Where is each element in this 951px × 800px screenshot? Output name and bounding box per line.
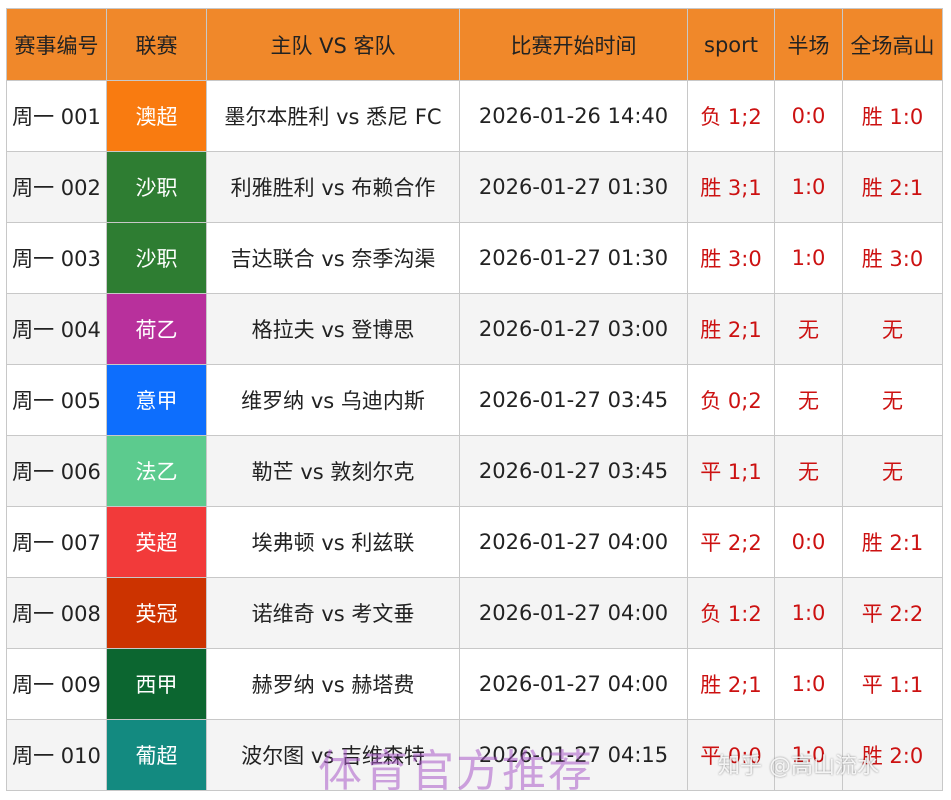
teams: 吉达联合 vs 奈季沟渠 [206, 222, 460, 294]
sport-pick: 胜 2;1 [687, 293, 775, 365]
full-time-pick: 无 [842, 364, 943, 436]
match-id: 周一 003 [6, 222, 107, 294]
league: 荷乙 [106, 293, 207, 365]
header-row: 赛事编号 联赛 主队 VS 客队 比赛开始时间 sport 半场 全场高山 [6, 8, 943, 81]
half-time-pick: 1:0 [774, 719, 843, 791]
header-cell: 联赛 [106, 8, 207, 81]
full-time-pick: 无 [842, 293, 943, 365]
teams: 维罗纳 vs 乌迪内斯 [206, 364, 460, 436]
start-time: 2026-01-27 04:00 [459, 577, 688, 649]
match-id: 周一 007 [6, 506, 107, 578]
teams: 墨尔本胜利 vs 悉尼 FC [206, 80, 460, 152]
table-row: 周一 001 澳超 墨尔本胜利 vs 悉尼 FC 2026-01-26 14:40 负 … [6, 80, 943, 152]
full-time-pick: 胜 2:1 [842, 506, 943, 578]
header-cell: 比赛开始时间 [459, 8, 688, 81]
match-id: 周一 010 [6, 719, 107, 791]
half-time-pick: 无 [774, 435, 843, 507]
half-time-pick: 1:0 [774, 222, 843, 294]
full-time-pick: 平 2:2 [842, 577, 943, 649]
half-time-pick: 0:0 [774, 506, 843, 578]
full-time-pick: 平 1:1 [842, 648, 943, 720]
match-id: 周一 009 [6, 648, 107, 720]
full-time-pick: 无 [842, 435, 943, 507]
sport-pick: 平 1;1 [687, 435, 775, 507]
league: 沙职 [106, 151, 207, 223]
teams: 赫罗纳 vs 赫塔费 [206, 648, 460, 720]
sport-pick: 胜 3:0 [687, 222, 775, 294]
sport-pick: 胜 2;1 [687, 648, 775, 720]
table-row: 周一 004 荷乙 格拉夫 vs 登博思 2026-01-27 03:00 胜 2;1 无… [6, 293, 943, 365]
header-cell: 赛事编号 [6, 8, 107, 81]
start-time: 2026-01-27 03:45 [459, 435, 688, 507]
start-time: 2026-01-27 01:30 [459, 151, 688, 223]
header-cell: 半场 [774, 8, 843, 81]
start-time: 2026-01-27 03:45 [459, 364, 688, 436]
teams: 埃弗顿 vs 利兹联 [206, 506, 460, 578]
half-time-pick: 无 [774, 293, 843, 365]
start-time: 2026-01-27 04:00 [459, 506, 688, 578]
league: 西甲 [106, 648, 207, 720]
league: 意甲 [106, 364, 207, 436]
league: 沙职 [106, 222, 207, 294]
watermark: 体育官方推荐 [318, 746, 594, 797]
table-row: 周一 002 沙职 利雅胜利 vs 布赖合作 2026-01-27 01:30 胜 3;… [6, 151, 943, 223]
half-time-pick: 1:0 [774, 577, 843, 649]
sport-pick: 负 1;2 [687, 80, 775, 152]
results-table: 赛事编号 联赛 主队 VS 客队 比赛开始时间 sport 半场 全场高山 周一 001 澳超… [6, 8, 943, 791]
full-time-pick: 胜 2:0 [842, 719, 943, 791]
table-row: 周一 010 葡超 波尔图 vs 吉维森特 2026-01-27 04:15 平 0:0… [6, 719, 943, 791]
half-time-pick: 1:0 [774, 151, 843, 223]
start-time: 2026-01-27 01:30 [459, 222, 688, 294]
match-id: 周一 005 [6, 364, 107, 436]
header-cell: 全场高山 [842, 8, 943, 81]
table-row: 周一 006 法乙 勒芒 vs 敦刻尔克 2026-01-27 03:45 平 1;1 无… [6, 435, 943, 507]
full-time-pick: 胜 2:1 [842, 151, 943, 223]
league: 法乙 [106, 435, 207, 507]
sport-pick: 负 0;2 [687, 364, 775, 436]
header-cell: sport [687, 8, 775, 81]
league: 澳超 [106, 80, 207, 152]
teams: 勒芒 vs 敦刻尔克 [206, 435, 460, 507]
sport-pick: 负 1:2 [687, 577, 775, 649]
start-time: 2026-01-27 04:00 [459, 648, 688, 720]
sport-pick: 平 2;2 [687, 506, 775, 578]
match-id: 周一 008 [6, 577, 107, 649]
teams: 利雅胜利 vs 布赖合作 [206, 151, 460, 223]
table-row: 周一 007 英超 埃弗顿 vs 利兹联 2026-01-27 04:00 平 2;2 0… [6, 506, 943, 578]
half-time-pick: 无 [774, 364, 843, 436]
start-time: 2026-01-26 14:40 [459, 80, 688, 152]
start-time: 2026-01-27 03:00 [459, 293, 688, 365]
table-row: 周一 003 沙职 吉达联合 vs 奈季沟渠 2026-01-27 01:30 胜 3:… [6, 222, 943, 294]
match-id: 周一 006 [6, 435, 107, 507]
teams: 格拉夫 vs 登博思 [206, 293, 460, 365]
full-time-pick: 胜 1:0 [842, 80, 943, 152]
full-time-pick: 胜 3:0 [842, 222, 943, 294]
table-row: 周一 008 英冠 诺维奇 vs 考文垂 2026-01-27 04:00 负 1:2 1… [6, 577, 943, 649]
watermark: 知乎 @高山流水 [718, 754, 879, 779]
teams: 诺维奇 vs 考文垂 [206, 577, 460, 649]
teams: 波尔图 vs 吉维森特 [206, 719, 460, 791]
header-cell: 主队 VS 客队 [206, 8, 460, 81]
half-time-pick: 1:0 [774, 648, 843, 720]
league: 英超 [106, 506, 207, 578]
match-id: 周一 001 [6, 80, 107, 152]
half-time-pick: 0:0 [774, 80, 843, 152]
sport-pick: 胜 3;1 [687, 151, 775, 223]
start-time: 2026-01-27 04:15 [459, 719, 688, 791]
league: 英冠 [106, 577, 207, 649]
table-row: 周一 005 意甲 维罗纳 vs 乌迪内斯 2026-01-27 03:45 负 0;2… [6, 364, 943, 436]
league: 葡超 [106, 719, 207, 791]
match-id: 周一 002 [6, 151, 107, 223]
table-row: 周一 009 西甲 赫罗纳 vs 赫塔费 2026-01-27 04:00 胜 2;1 1… [6, 648, 943, 720]
match-id: 周一 004 [6, 293, 107, 365]
